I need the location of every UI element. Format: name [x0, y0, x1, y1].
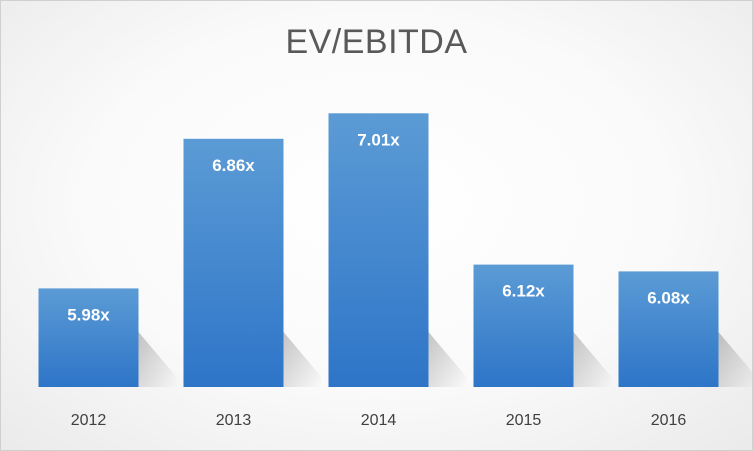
data-label-2014: 7.01x	[357, 130, 400, 149]
data-label-2012: 5.98x	[67, 305, 110, 324]
data-labels-group: 5.98x 6.86x 7.01x 6.12x 6.08x	[67, 130, 690, 324]
bar-2012	[38, 288, 139, 387]
bar-2014	[328, 113, 429, 388]
x-tick-label-2014: 2014	[361, 412, 397, 429]
x-tick-label-2013: 2013	[216, 412, 252, 429]
x-tick-label-2015: 2015	[506, 412, 542, 429]
data-label-2015: 6.12x	[502, 282, 545, 301]
x-tick-label-2016: 2016	[651, 412, 687, 429]
bar-shadow-2016	[718, 332, 752, 387]
bar-2015	[473, 264, 574, 387]
bar-shadow-2015	[573, 332, 612, 387]
x-tick-labels-group: 2012 2013 2014 2015 2016	[71, 412, 687, 429]
data-label-2016: 6.08x	[647, 288, 690, 307]
bar-shadow-2013	[283, 332, 322, 387]
chart-title: EV/EBITDA	[285, 23, 468, 61]
bar-2013	[183, 138, 284, 387]
bar-shadows	[138, 332, 752, 387]
bar-shadow-2014	[428, 332, 467, 387]
x-tick-label-2012: 2012	[71, 412, 107, 429]
bar-2016	[618, 271, 719, 387]
bars-group	[38, 113, 719, 388]
data-label-2013: 6.86x	[212, 156, 255, 175]
bar-shadow-2012	[138, 332, 177, 387]
